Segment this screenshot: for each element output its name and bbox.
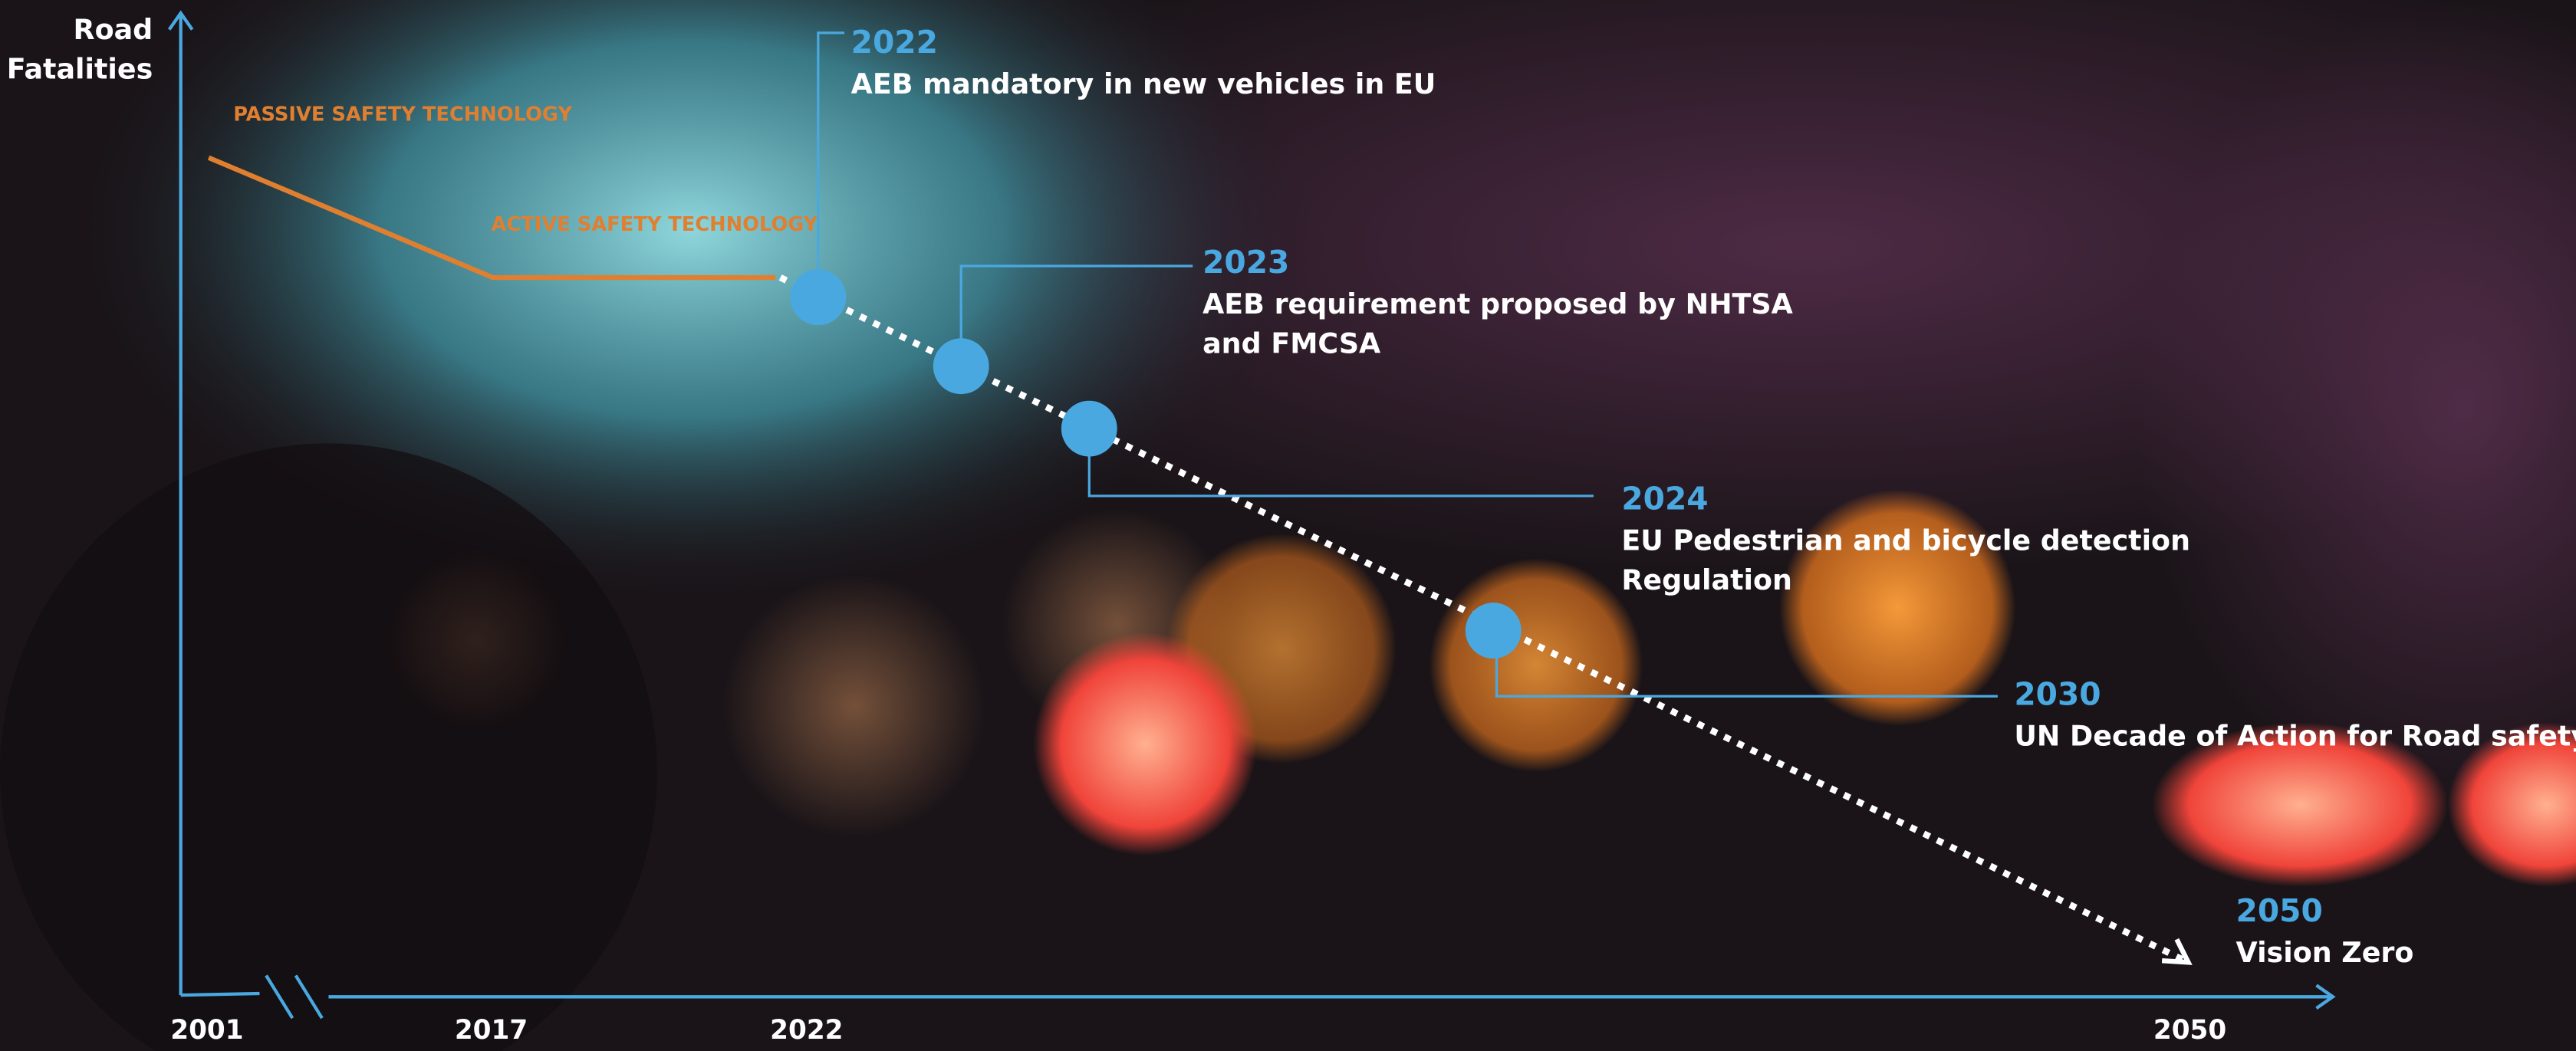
y-axis-label: Road: [74, 13, 153, 46]
milestone-dot: [1466, 603, 1522, 659]
milestone-text: UN Decade of Action for Road safety: [2014, 719, 2576, 752]
x-axis: [181, 994, 260, 995]
phase-label: PASSIVE SAFETY TECHNOLOGY: [233, 103, 572, 126]
x-axis-label: 2022: [770, 1015, 843, 1046]
y-axis-label: Fatalities: [7, 53, 153, 86]
milestone-dot: [1061, 401, 1117, 457]
milestone-text: Vision Zero: [2236, 936, 2414, 969]
milestone-dot: [790, 269, 846, 325]
milestone-year: 2024: [1621, 480, 1708, 517]
phase-label: ACTIVE SAFETY TECHNOLOGY: [492, 213, 818, 236]
milestone-year: 2050: [2236, 892, 2323, 929]
milestone-text: AEB requirement proposed by NHTSA: [1202, 287, 1793, 320]
milestone-text: EU Pedestrian and bicycle detection: [1621, 524, 2190, 557]
milestone-dot: [933, 338, 989, 394]
x-axis-label: 2017: [455, 1015, 528, 1046]
page: Road Fatalities 2001 2017 2022 2050 PASSIVE SA…: [0, 0, 2576, 1051]
milestone-text: and FMCSA: [1202, 327, 1380, 360]
milestone-year: 2022: [851, 24, 938, 61]
milestone-text: AEB mandatory in new vehicles in EU: [851, 67, 1436, 100]
milestone-year: 2030: [2014, 675, 2101, 712]
timeline-graphic: Road Fatalities 2001 2017 2022 2050 PASSIVE SA…: [0, 0, 2576, 1051]
x-axis-label: 2050: [2153, 1015, 2226, 1046]
x-axis-label: 2001: [170, 1015, 243, 1046]
milestone-year: 2023: [1202, 244, 1289, 281]
milestone-text: Regulation: [1621, 563, 1792, 596]
